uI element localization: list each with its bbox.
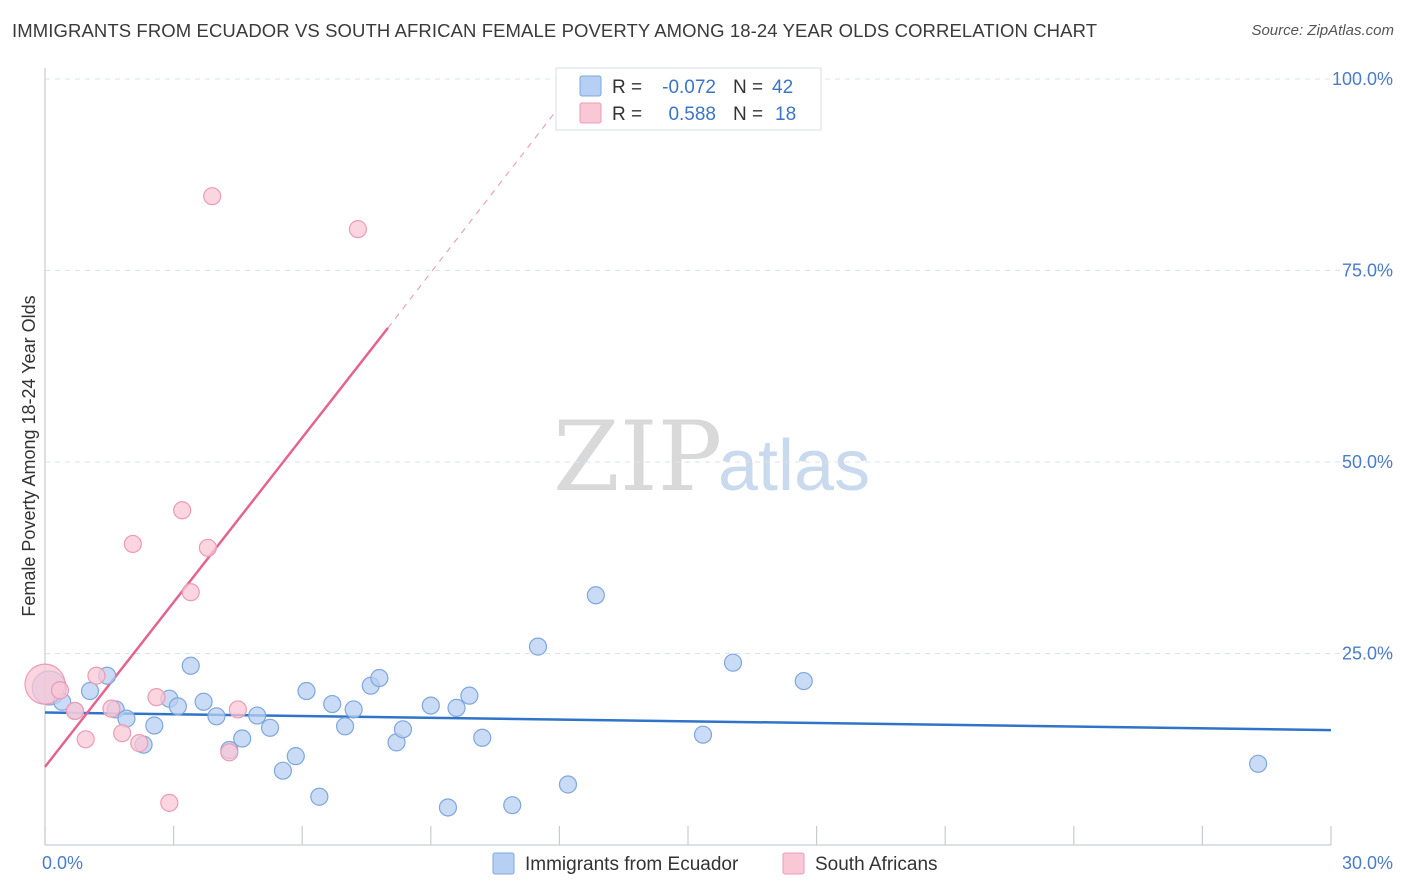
data-point-ecuador <box>558 775 578 794</box>
data-point-ecuador <box>207 707 226 726</box>
data-point-ecuador <box>335 717 355 736</box>
watermark-atlas: atlas <box>718 426 870 506</box>
data-point-ecuador <box>393 720 413 739</box>
watermark: ZIP atlas <box>553 401 870 513</box>
source-label: Source: ZipAtlas.com <box>1251 22 1394 39</box>
legend-n-label: N = <box>733 77 763 98</box>
data-point-south-africans <box>228 700 247 719</box>
x-tick-label: 0.0% <box>42 853 83 873</box>
data-point-south-africans <box>130 734 149 753</box>
data-point-ecuador <box>447 698 466 717</box>
data-point-south-africans <box>173 501 192 520</box>
legend-swatch-blue <box>579 75 602 97</box>
data-point-ecuador <box>181 656 200 675</box>
legend-r-value: 0.588 <box>668 104 716 125</box>
data-point-ecuador <box>693 725 713 744</box>
data-point-south-africans <box>102 699 121 718</box>
data-point-ecuador <box>421 696 440 715</box>
data-point-ecuador <box>310 787 329 806</box>
legend-r-label: R = <box>612 77 642 98</box>
data-point-ecuador <box>723 653 743 672</box>
data-point-ecuador <box>473 728 492 747</box>
data-point-ecuador <box>794 671 813 691</box>
watermark-zip: ZIP <box>553 401 722 513</box>
chart-title: IMMIGRANTS FROM ECUADOR VS SOUTH AFRICAN… <box>12 20 1098 41</box>
series-south-african-points <box>24 187 368 812</box>
data-point-ecuador <box>438 798 458 817</box>
y-tick-label: 100.0% <box>1332 69 1393 89</box>
correlation-legend: R = -0.072 N = 42 R = 0.588 N = 18 <box>555 67 822 131</box>
data-point-ecuador <box>80 681 100 701</box>
y-tick-labels: 25.0% 50.0% 75.0% 100.0% <box>1332 69 1393 664</box>
data-point-ecuador <box>194 692 213 711</box>
data-point-ecuador <box>248 706 267 725</box>
data-point-ecuador <box>344 700 363 719</box>
data-point-south-africans <box>220 743 239 762</box>
legend-n-label: N = <box>733 104 763 125</box>
trendline-south-africans-extension <box>387 78 582 329</box>
legend-r-label: R = <box>612 104 642 125</box>
data-point-south-africans <box>50 681 70 700</box>
y-axis-title: Female Poverty Among 18-24 Year Olds <box>19 295 39 616</box>
data-point-ecuador <box>370 668 389 688</box>
data-point-ecuador <box>503 796 522 815</box>
data-point-ecuador <box>286 747 305 766</box>
data-point-ecuador <box>233 729 252 748</box>
data-point-ecuador <box>323 694 342 714</box>
legend-swatch-pink <box>579 102 602 124</box>
grid-lines <box>45 78 1393 654</box>
data-point-south-africans <box>113 724 132 743</box>
legend-n-value: 18 <box>775 104 796 125</box>
bottom-legend-swatch-blue <box>492 852 515 875</box>
data-point-south-africans <box>348 220 368 239</box>
data-point-south-africans <box>198 538 217 557</box>
data-point-ecuador <box>297 681 316 701</box>
data-point-south-africans <box>87 666 106 685</box>
data-point-ecuador <box>145 716 164 735</box>
data-point-south-africans <box>76 730 95 749</box>
data-point-ecuador <box>460 686 479 705</box>
x-tick-labels: 0.0% 30.0% <box>42 853 1393 873</box>
data-point-ecuador <box>586 586 605 605</box>
data-point-south-africans <box>203 187 222 206</box>
x-tick-label: 30.0% <box>1342 853 1393 873</box>
axes <box>44 68 1332 846</box>
y-tick-label: 75.0% <box>1342 261 1393 281</box>
data-point-south-africans <box>160 793 179 812</box>
legend-r-value: -0.072 <box>662 77 716 98</box>
bottom-legend-label-south-africans: South Africans <box>815 854 938 875</box>
data-point-ecuador <box>273 761 293 780</box>
legend-n-value: 42 <box>772 77 793 98</box>
data-point-south-africans <box>123 534 142 554</box>
data-point-ecuador <box>168 697 187 716</box>
data-point-south-africans <box>181 583 200 602</box>
data-point-ecuador <box>528 637 548 656</box>
data-point-ecuador <box>260 718 280 737</box>
series-ecuador-points <box>31 586 1268 817</box>
data-point-south-africans <box>65 701 85 721</box>
y-tick-label: 25.0% <box>1342 644 1393 664</box>
bottom-legend-label-ecuador: Immigrants from Ecuador <box>525 854 739 875</box>
y-tick-label: 50.0% <box>1342 452 1393 472</box>
bottom-legend-swatch-pink <box>782 852 805 875</box>
data-point-ecuador <box>1249 754 1268 773</box>
data-point-south-africans <box>147 688 166 707</box>
series-legend: Immigrants from Ecuador South Africans <box>492 852 938 875</box>
